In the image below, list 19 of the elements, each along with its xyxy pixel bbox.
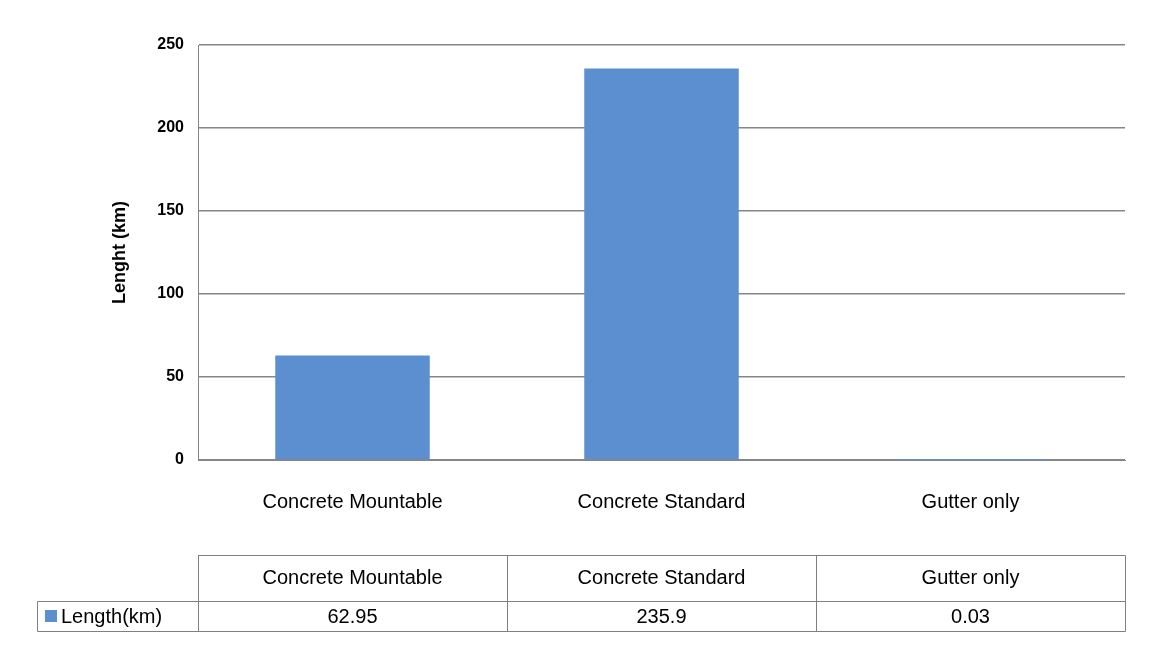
bar	[275, 355, 430, 460]
y-axis-title: Lenght (km)	[108, 201, 129, 304]
y-tick-label: 200	[157, 118, 185, 136]
category-label: Concrete Standard	[577, 565, 746, 588]
category-label: Gutter only	[921, 565, 1020, 588]
y-tick-label: 50	[166, 367, 185, 385]
x-tick-label: Concrete Standard	[577, 489, 746, 512]
y-tick-label: 250	[157, 35, 185, 53]
data-label: 0.03	[951, 604, 990, 627]
category-label: Concrete Mountable	[262, 565, 443, 588]
data-label: 62.95	[327, 604, 378, 627]
y-tick-label: 150	[157, 201, 185, 219]
x-tick-label: Gutter only	[921, 489, 1020, 512]
legend-label: Length(km)	[61, 604, 163, 627]
y-tick-label: 0	[175, 450, 185, 468]
data-label: 235.9	[636, 604, 687, 627]
y-tick-label: 100	[157, 284, 185, 302]
bar	[584, 68, 739, 460]
x-tick-label: Concrete Mountable	[262, 489, 443, 512]
